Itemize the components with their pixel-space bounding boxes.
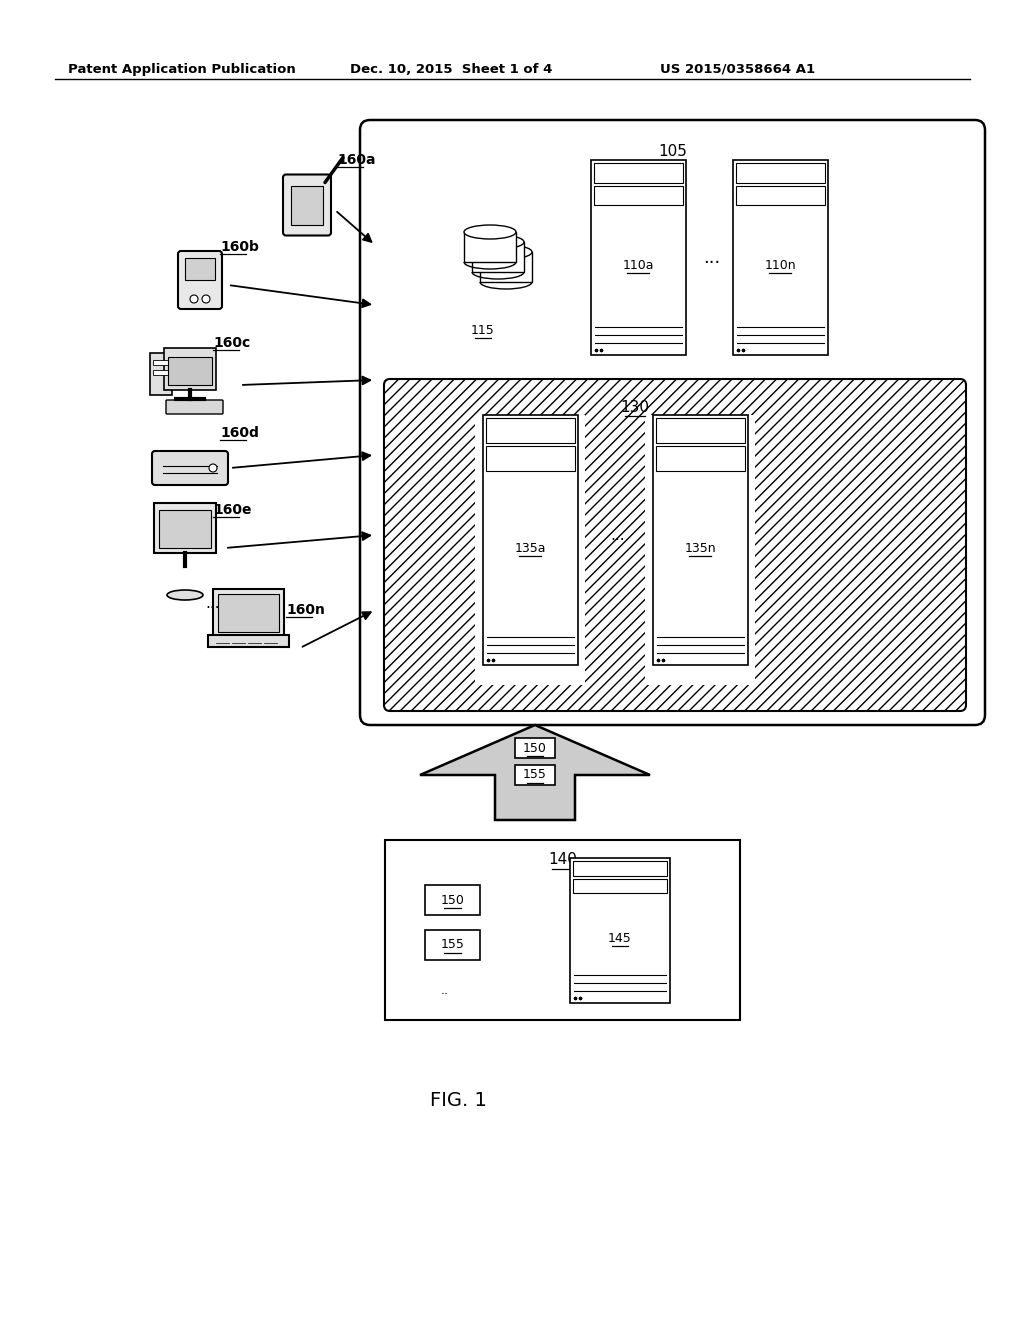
Bar: [573, 879, 667, 894]
Text: FIG. 1: FIG. 1: [430, 1090, 486, 1110]
Bar: [594, 186, 683, 205]
Text: Dec. 10, 2015  Sheet 1 of 4: Dec. 10, 2015 Sheet 1 of 4: [350, 63, 552, 77]
Bar: [594, 162, 683, 182]
Ellipse shape: [480, 246, 532, 259]
Bar: [385, 840, 740, 1020]
Bar: [213, 589, 284, 638]
Bar: [652, 414, 748, 665]
Text: 160d: 160d: [220, 426, 259, 440]
Bar: [208, 635, 289, 647]
Text: ...: ...: [206, 595, 220, 610]
Bar: [735, 162, 824, 182]
Text: 135a: 135a: [514, 541, 546, 554]
Text: ...: ...: [703, 249, 721, 267]
Bar: [425, 931, 480, 960]
Bar: [154, 503, 216, 553]
Ellipse shape: [167, 590, 203, 601]
Circle shape: [190, 294, 198, 304]
Bar: [291, 186, 323, 224]
Text: 150: 150: [523, 742, 547, 755]
Text: 155: 155: [523, 768, 547, 781]
Text: 135n: 135n: [684, 541, 716, 554]
Bar: [591, 160, 685, 355]
Bar: [645, 414, 755, 685]
Bar: [164, 348, 216, 389]
FancyBboxPatch shape: [166, 400, 223, 414]
Ellipse shape: [464, 224, 516, 239]
Bar: [515, 738, 555, 758]
Bar: [425, 884, 480, 915]
Bar: [150, 352, 172, 395]
Bar: [655, 418, 744, 444]
Bar: [515, 766, 555, 785]
Text: 160c: 160c: [213, 337, 250, 350]
Text: 155: 155: [440, 939, 465, 952]
Circle shape: [209, 465, 217, 473]
Bar: [153, 360, 169, 366]
Text: 105: 105: [658, 144, 687, 160]
Text: 145: 145: [608, 932, 632, 945]
Bar: [153, 370, 169, 375]
Bar: [485, 418, 574, 444]
Bar: [485, 446, 574, 471]
Ellipse shape: [472, 235, 524, 249]
Text: ..: ..: [441, 983, 449, 997]
Text: 110n: 110n: [764, 259, 796, 272]
Bar: [732, 160, 827, 355]
Bar: [482, 414, 578, 665]
FancyBboxPatch shape: [178, 251, 222, 309]
Bar: [480, 252, 532, 282]
Text: 115: 115: [471, 323, 495, 337]
Bar: [185, 257, 215, 280]
Text: 140: 140: [548, 853, 577, 867]
Text: 130: 130: [621, 400, 649, 414]
Text: 160e: 160e: [213, 503, 252, 517]
Text: 150: 150: [440, 894, 465, 907]
Bar: [217, 594, 279, 632]
Bar: [475, 414, 585, 685]
Bar: [168, 356, 212, 385]
FancyBboxPatch shape: [360, 120, 985, 725]
Bar: [735, 186, 824, 205]
Text: 160n: 160n: [286, 603, 325, 616]
Bar: [464, 232, 516, 261]
Text: ...: ...: [610, 528, 626, 543]
FancyBboxPatch shape: [283, 174, 331, 235]
Bar: [159, 510, 211, 548]
Polygon shape: [420, 725, 650, 820]
Bar: [573, 861, 667, 875]
Bar: [655, 446, 744, 471]
Text: 110a: 110a: [623, 259, 653, 272]
Text: 160b: 160b: [220, 240, 259, 253]
Text: Patent Application Publication: Patent Application Publication: [68, 63, 296, 77]
FancyBboxPatch shape: [152, 451, 228, 484]
Bar: [570, 858, 670, 1003]
Bar: [472, 242, 524, 272]
Text: 160a: 160a: [337, 153, 376, 168]
Text: US 2015/0358664 A1: US 2015/0358664 A1: [660, 63, 815, 77]
Circle shape: [202, 294, 210, 304]
